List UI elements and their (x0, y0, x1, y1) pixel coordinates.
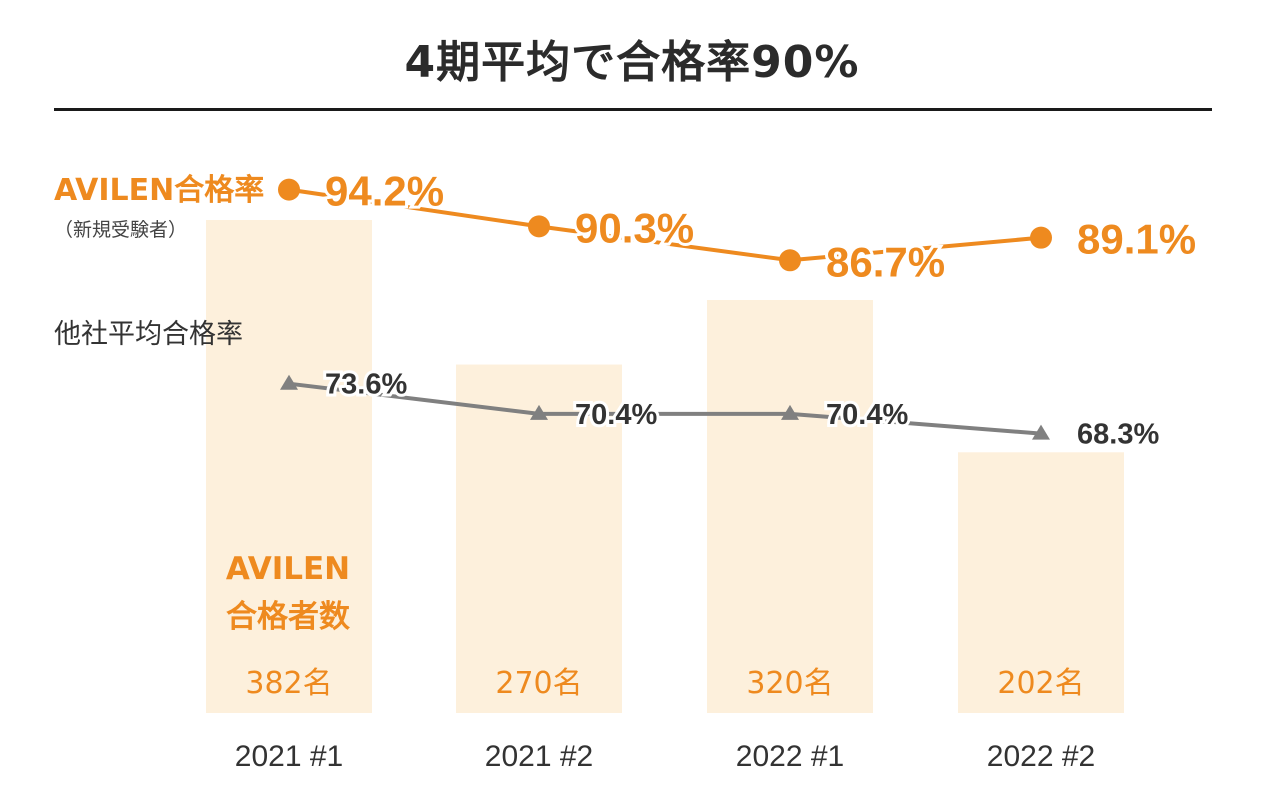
count-label-line1: AVILEN (225, 551, 351, 587)
other-rate-line (288, 381, 1042, 436)
avilen-rate-value-label: 86.7% (826, 238, 945, 285)
avilen-rate-note: （新規受験者） (54, 219, 188, 241)
bar-value-label: 382名 (245, 666, 332, 701)
other-rate-point (280, 374, 298, 390)
avilen-rate-value-label: 89.1% (1077, 216, 1196, 263)
avilen-rate-value-label: 90.3% (575, 204, 694, 251)
other-rate-label: 他社平均合格率 (54, 319, 243, 350)
avilen-rate-point (528, 215, 550, 238)
avilen-rate-value-label: 94.2% (325, 168, 444, 215)
x-tick-label: 2022 #2 (987, 740, 1095, 773)
count-label: AVILEN 合格者数 (205, 545, 371, 641)
x-tick-label: 2021 #2 (485, 740, 593, 773)
title-divider (54, 108, 1212, 111)
avilen-rate-line (288, 187, 1042, 263)
avilen-rate-point (278, 178, 300, 201)
other-rate-point (1032, 424, 1050, 440)
bar (707, 300, 873, 713)
bar-value-label: 202名 (997, 666, 1084, 701)
avilen-rate-label: AVILEN合格率 (54, 173, 265, 208)
other-rate-value-label: 70.4% (826, 399, 908, 431)
other-rate-value-label: 73.6% (325, 369, 407, 401)
bar (958, 452, 1124, 713)
count-label-line2: 合格者数 (226, 599, 350, 635)
bar-value-label: 270名 (495, 666, 582, 701)
other-rate-point (781, 404, 799, 420)
other-rate-value-label: 70.4% (575, 399, 657, 431)
bar-value-label: 320名 (746, 666, 833, 701)
other-rate-point (530, 404, 548, 420)
x-tick-label: 2022 #1 (736, 740, 844, 773)
avilen-rate-point (1030, 226, 1052, 249)
bar (456, 364, 622, 713)
chart-title: 4期平均で合格率90% (404, 37, 860, 88)
x-tick-label: 2021 #1 (235, 740, 343, 773)
other-rate-value-label: 68.3% (1077, 419, 1159, 451)
avilen-rate-point (779, 249, 801, 272)
bar (206, 220, 372, 713)
